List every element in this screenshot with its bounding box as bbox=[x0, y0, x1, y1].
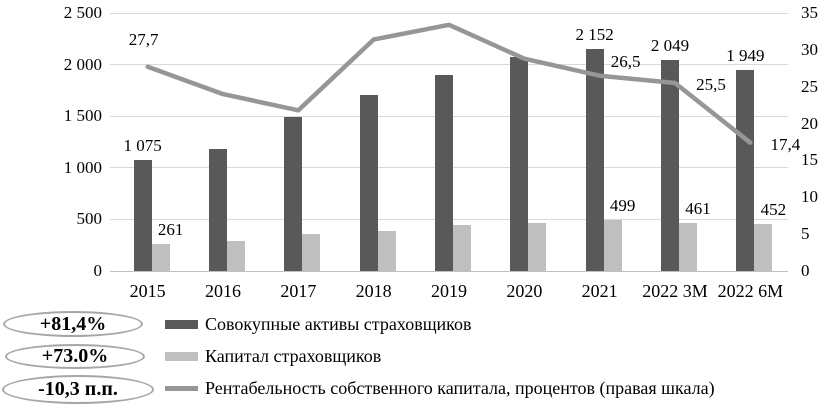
y-axis-right-tick-label: 5 bbox=[801, 224, 810, 244]
capital-bar bbox=[453, 225, 471, 271]
y-axis-left-tick-label: 2 000 bbox=[63, 54, 102, 74]
y-axis-right-tick-label: 0 bbox=[801, 261, 810, 280]
capital-bar bbox=[603, 219, 622, 271]
x-axis-category-label: 2021 bbox=[581, 281, 618, 301]
x-axis-category-label: 2018 bbox=[355, 281, 392, 301]
legend-item-roe: Рентабельность собственного капитала, пр… bbox=[165, 377, 715, 399]
total-assets-bar bbox=[284, 117, 303, 271]
capital-bar bbox=[754, 224, 773, 271]
gridline bbox=[110, 12, 788, 14]
badge-capital-growth: +73.0% bbox=[5, 344, 145, 369]
capital-data-label: 452 bbox=[760, 200, 787, 220]
legend-item-capital: Капитал страховщиков bbox=[165, 345, 715, 367]
total-assets-data-label: 1 949 bbox=[726, 45, 765, 65]
roe-data-label: 25,5 bbox=[696, 75, 726, 95]
total-assets-bar bbox=[133, 160, 152, 271]
capital-bar bbox=[302, 233, 321, 271]
y-axis-right-tick-label: 15 bbox=[801, 150, 818, 170]
legend-label-total-assets: Совокупные активы страховщиков bbox=[205, 313, 472, 334]
total-assets-bar bbox=[510, 56, 529, 271]
capital-data-label: 499 bbox=[609, 195, 636, 215]
x-axis-category-label: 2022 6M bbox=[717, 281, 784, 301]
badge-roe-change: -10,3 п.п. bbox=[2, 375, 154, 404]
capital-bar bbox=[227, 241, 245, 271]
roe-data-label: 26,5 bbox=[610, 51, 641, 71]
total-assets-bar bbox=[359, 94, 378, 271]
total-assets-data-label: 1 075 bbox=[123, 136, 162, 156]
legend-item-total-assets: Совокупные активы страховщиков bbox=[165, 313, 715, 335]
x-axis-category-label: 2016 bbox=[205, 281, 241, 301]
total-assets-data-label: 2 049 bbox=[650, 35, 690, 55]
capital-bar bbox=[151, 244, 170, 271]
total-assets-bar bbox=[209, 149, 227, 271]
x-axis-category-label: 2022 3M bbox=[642, 281, 708, 301]
y-axis-right-tick-label: 25 bbox=[801, 76, 818, 96]
legend-swatch-roe-line bbox=[165, 385, 198, 391]
y-axis-right-tick-label: 35 bbox=[801, 3, 818, 22]
total-assets-data-label: 2 152 bbox=[575, 24, 614, 44]
x-axis-category-label: 2017 bbox=[280, 281, 317, 301]
legend-label-capital: Капитал страховщиков bbox=[205, 345, 382, 366]
y-axis-right-tick-label: 20 bbox=[801, 113, 818, 133]
capital-bar bbox=[528, 223, 547, 271]
legend-swatch-total-assets bbox=[165, 319, 198, 329]
x-axis-category-label: 2015 bbox=[129, 281, 166, 301]
y-axis-left-tick-label: 2 500 bbox=[63, 3, 102, 22]
capital-data-label: 261 bbox=[157, 220, 184, 240]
total-assets-bar bbox=[585, 48, 604, 271]
y-axis-left-tick-label: 1 500 bbox=[63, 106, 102, 126]
gridline bbox=[110, 64, 788, 66]
y-axis-right-tick-label: 10 bbox=[801, 187, 818, 207]
x-axis-line bbox=[110, 270, 788, 272]
legend-swatch-capital bbox=[165, 351, 198, 361]
total-assets-bar bbox=[435, 74, 453, 271]
roe-data-label: 17,4 bbox=[770, 134, 801, 154]
badge-assets-growth: +81,4% bbox=[3, 311, 143, 337]
capital-bar bbox=[377, 230, 396, 271]
x-axis-category-label: 2020 bbox=[506, 281, 543, 301]
legend-label-roe: Рентабельность собственного капитала, пр… bbox=[205, 377, 715, 398]
roe-data-label: 27,7 bbox=[128, 29, 159, 49]
capital-data-label: 461 bbox=[685, 199, 711, 219]
legend: Совокупные активы страховщиков Капитал с… bbox=[165, 313, 715, 399]
y-axis-left-tick-label: 500 bbox=[76, 209, 103, 229]
y-axis-right-tick-label: 30 bbox=[801, 39, 818, 59]
x-axis-category-label: 2019 bbox=[431, 281, 467, 301]
total-assets-bar bbox=[661, 59, 679, 271]
y-axis-left-tick-label: 1 000 bbox=[63, 157, 102, 177]
capital-bar bbox=[679, 223, 697, 271]
total-assets-bar bbox=[736, 69, 755, 271]
y-axis-left-tick-label: 0 bbox=[93, 261, 103, 280]
